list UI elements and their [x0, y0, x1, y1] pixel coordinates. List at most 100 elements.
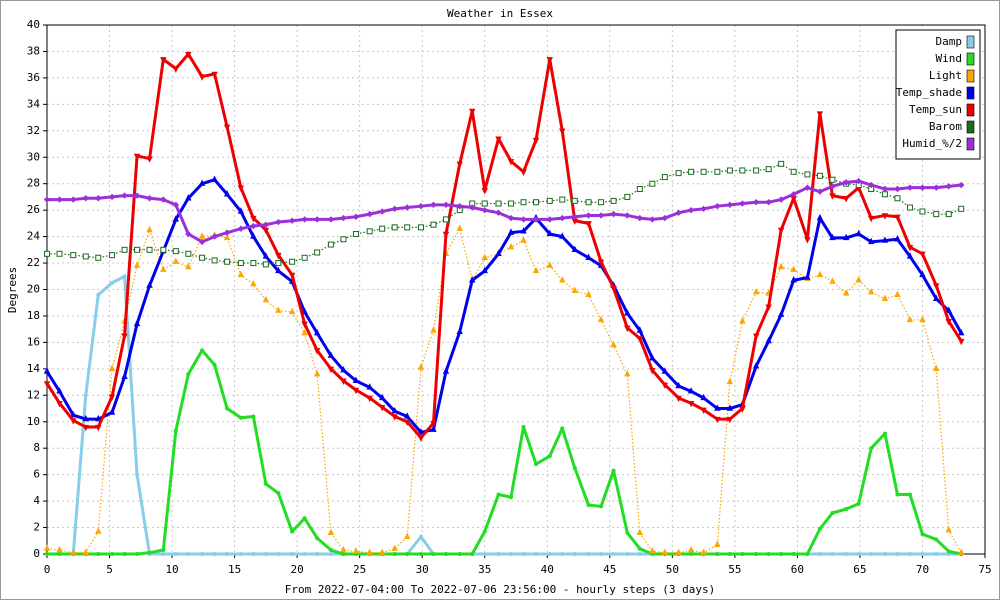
marker — [546, 261, 553, 268]
marker — [403, 419, 411, 426]
marker — [842, 179, 850, 186]
marker — [714, 168, 721, 175]
marker — [430, 201, 437, 209]
marker — [108, 408, 116, 415]
marker — [585, 199, 592, 206]
marker — [212, 362, 217, 367]
marker — [933, 283, 940, 290]
marker — [559, 196, 566, 203]
marker — [442, 201, 450, 209]
marker — [378, 393, 386, 401]
marker — [198, 74, 206, 81]
marker — [43, 544, 51, 551]
marker — [378, 548, 386, 555]
marker — [805, 552, 810, 556]
marker — [700, 548, 707, 555]
marker — [830, 552, 835, 556]
marker — [211, 257, 218, 264]
marker — [198, 238, 206, 246]
legend-label: Light — [929, 69, 962, 82]
marker — [649, 354, 656, 361]
marker — [211, 233, 218, 240]
marker — [456, 224, 463, 231]
marker — [237, 270, 245, 278]
legend-swatch — [966, 69, 975, 83]
x-tick-label: 35 — [478, 563, 491, 576]
marker — [135, 472, 140, 477]
marker — [636, 528, 644, 536]
marker — [560, 426, 565, 431]
x-axis-title: From 2022-07-04:00 To 2022-07-06 23:56:0… — [285, 583, 715, 596]
marker — [109, 252, 116, 259]
marker — [907, 492, 912, 497]
y-tick-label: 36 — [27, 71, 40, 84]
legend-label: Barom — [929, 120, 962, 133]
marker — [469, 108, 476, 116]
x-tick-label: 65 — [853, 563, 866, 576]
marker — [301, 321, 308, 329]
marker — [417, 224, 424, 231]
marker — [313, 369, 321, 377]
marker — [727, 552, 732, 556]
marker — [110, 552, 115, 556]
marker — [172, 248, 179, 255]
marker — [649, 547, 656, 554]
marker — [958, 338, 965, 346]
marker — [173, 429, 178, 434]
marker — [894, 290, 901, 297]
marker — [856, 501, 861, 506]
marker — [726, 167, 733, 174]
marker — [82, 195, 89, 202]
legend: Damp Wind Light Temp_shade Temp_sun Barom Humi… — [895, 29, 981, 160]
marker — [624, 309, 631, 316]
marker — [211, 175, 218, 182]
marker — [198, 179, 206, 186]
marker — [906, 244, 914, 252]
marker — [687, 401, 695, 408]
x-tick-label: 30 — [416, 563, 429, 576]
marker — [790, 191, 797, 198]
marker — [496, 552, 501, 556]
marker — [508, 552, 513, 556]
marker — [211, 71, 218, 79]
legend-label: Temp_shade — [896, 86, 962, 99]
marker — [301, 328, 308, 336]
marker — [495, 136, 502, 143]
marker — [391, 224, 398, 231]
marker — [237, 207, 245, 214]
marker — [108, 394, 116, 401]
marker — [70, 418, 77, 425]
marker — [520, 216, 527, 223]
marker — [314, 249, 321, 256]
marker — [288, 307, 296, 315]
marker — [352, 213, 360, 220]
marker — [829, 277, 836, 284]
marker — [379, 225, 386, 232]
legend-swatch — [966, 52, 975, 66]
marker — [881, 236, 889, 243]
marker — [559, 232, 566, 239]
marker — [403, 412, 411, 419]
x-tick-label: 0 — [44, 563, 51, 576]
marker — [56, 196, 63, 203]
marker — [327, 351, 335, 358]
marker — [43, 196, 51, 203]
marker — [571, 213, 578, 220]
marker — [752, 333, 760, 340]
marker — [572, 466, 577, 471]
marker — [906, 315, 914, 323]
marker — [675, 209, 682, 216]
marker — [599, 552, 604, 556]
marker — [186, 552, 191, 556]
marker — [636, 214, 644, 222]
marker — [121, 333, 128, 340]
marker — [687, 545, 695, 553]
y-tick-label: 12 — [27, 388, 40, 401]
marker — [251, 552, 256, 556]
marker — [520, 227, 527, 234]
marker — [532, 266, 540, 274]
marker — [714, 540, 721, 547]
marker — [160, 196, 167, 203]
marker — [532, 137, 540, 145]
marker — [366, 548, 373, 555]
